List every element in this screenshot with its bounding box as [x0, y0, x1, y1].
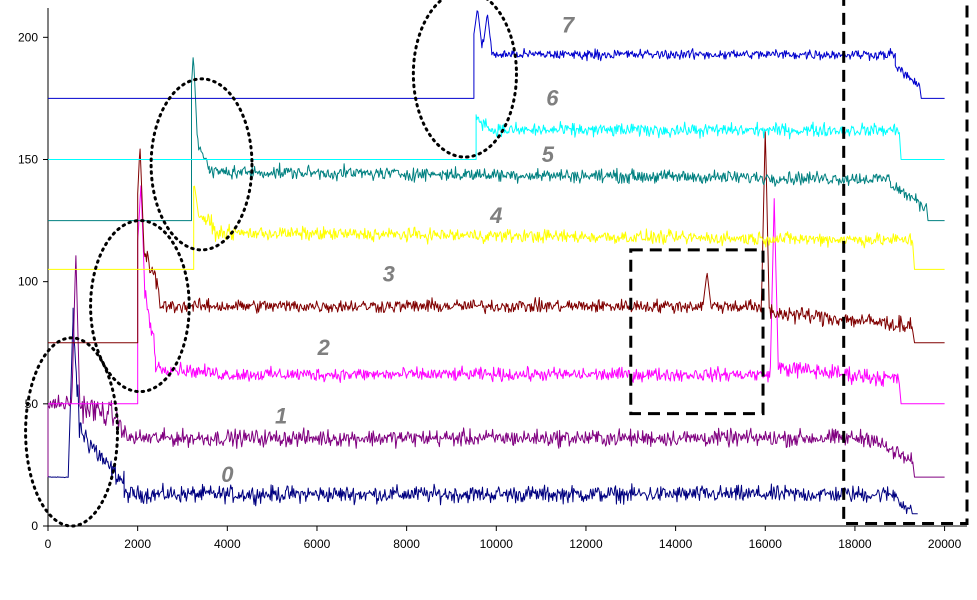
series-line-6: [48, 114, 945, 160]
series-label-3: 3: [383, 262, 395, 287]
axes: 0 2000 4000 6000 8000 10000 12000 14000 16000 180…: [18, 8, 967, 551]
y-tick-label: 50: [25, 397, 39, 411]
series-line-0: [47, 307, 918, 515]
label-layer: 0 1 2 3 4 5 6 7: [221, 12, 576, 487]
x-tick-label: 6000: [304, 537, 331, 551]
series-label-5: 5: [542, 142, 555, 167]
series-line-7: [48, 10, 945, 99]
y-tick-label: 100: [18, 275, 38, 289]
x-tick-label: 0: [45, 537, 52, 551]
series-line-2: [48, 185, 945, 405]
x-tick-label: 16000: [749, 537, 783, 551]
x-tick-label: 18000: [838, 537, 872, 551]
series-line-3: [48, 131, 945, 344]
series-label-7: 7: [562, 12, 576, 37]
annotation-layer: [24, 0, 969, 528]
series-label-6: 6: [546, 86, 559, 111]
x-tick-label: 4000: [214, 537, 241, 551]
x-tick-label: 10000: [480, 537, 514, 551]
series-label-2: 2: [317, 335, 331, 360]
series-line-4: [48, 185, 945, 270]
x-tick-label: 2000: [124, 537, 151, 551]
x-tick-label: 14000: [659, 537, 693, 551]
series-line-5: [48, 57, 945, 222]
y-tick-label: 0: [31, 519, 38, 533]
x-tick-label: 8000: [393, 537, 420, 551]
series-label-4: 4: [489, 203, 502, 228]
dashed-box: [629, 248, 765, 416]
dotted-ellipse: [89, 219, 191, 394]
series-layer: [47, 10, 945, 515]
y-tick-label: 150: [18, 152, 38, 166]
x-tick-label: 20000: [928, 537, 962, 551]
dotted-ellipse: [411, 0, 518, 159]
dashed-box: [842, 0, 969, 526]
x-tick-label: 12000: [569, 537, 603, 551]
series-label-0: 0: [221, 462, 234, 487]
series-label-1: 1: [275, 403, 287, 428]
series-line-1: [47, 255, 945, 478]
dotted-ellipse: [24, 336, 119, 528]
dotted-ellipse: [149, 77, 254, 252]
y-tick-label: 200: [18, 30, 38, 44]
